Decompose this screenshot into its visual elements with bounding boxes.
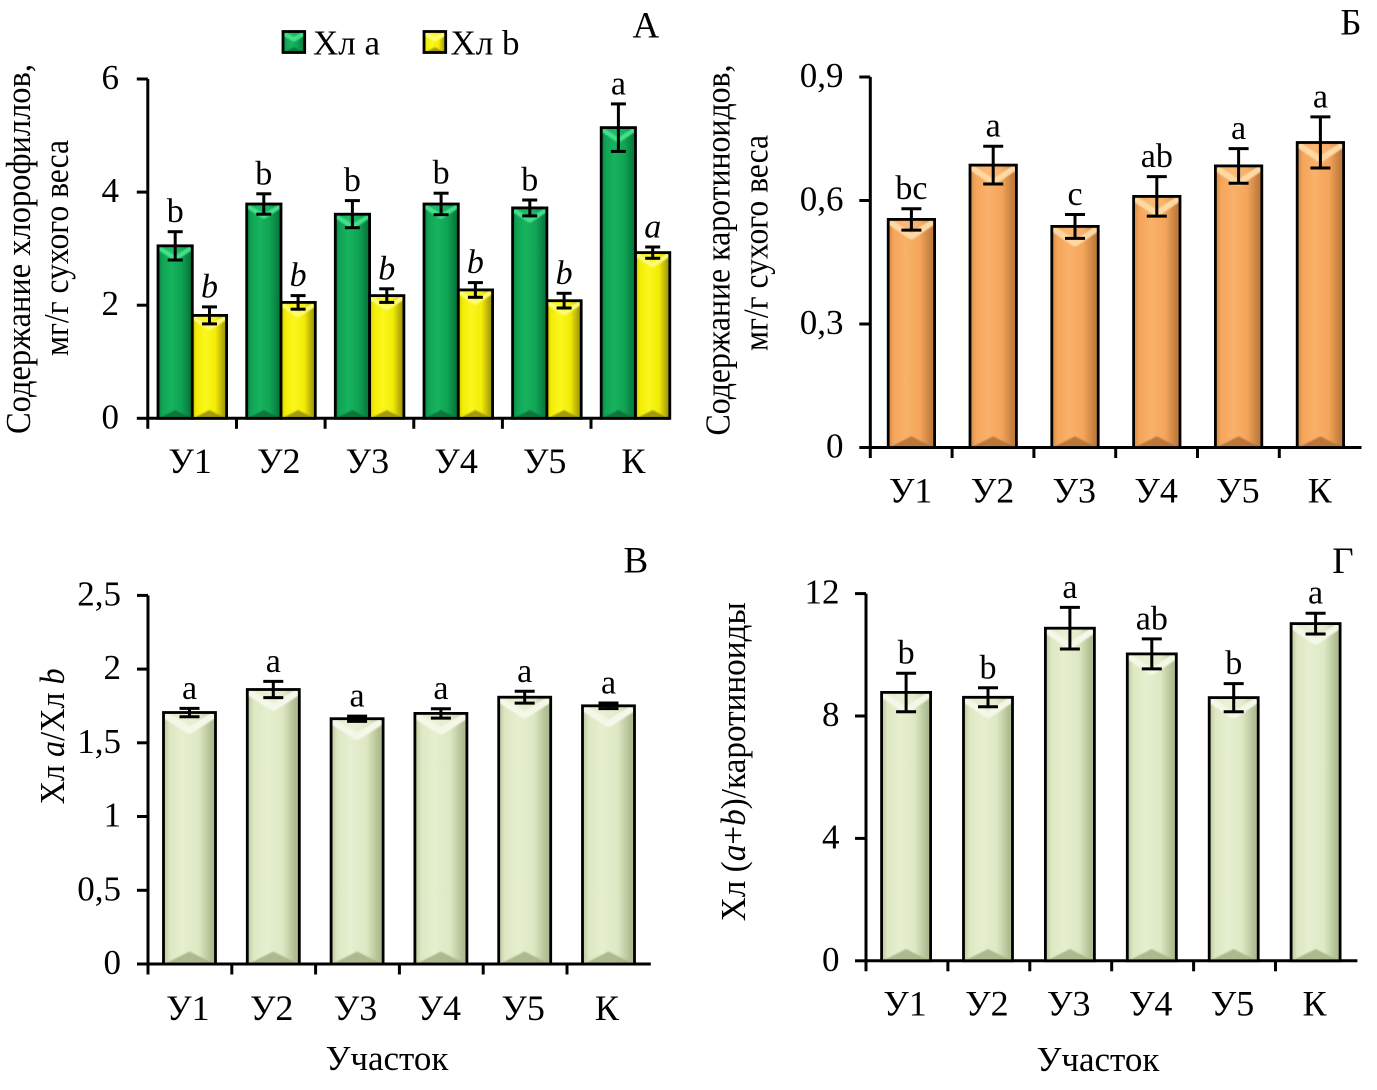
svg-text:У4: У4	[1129, 984, 1173, 1024]
svg-text:a: a	[1231, 110, 1246, 147]
svg-text:В: В	[624, 541, 649, 582]
svg-text:У4: У4	[418, 988, 462, 1028]
svg-text:У2: У2	[965, 984, 1009, 1024]
svg-text:Участок: Участок	[326, 1039, 450, 1078]
svg-text:b: b	[201, 268, 218, 305]
svg-text:Хл (a+b)/каротиноиды: Хл (a+b)/каротиноиды	[714, 602, 753, 921]
svg-text:12: 12	[805, 573, 840, 612]
svg-text:Содержание хлорофиллов,: Содержание хлорофиллов,	[0, 64, 38, 434]
svg-text:4: 4	[822, 817, 840, 856]
svg-text:0,6: 0,6	[800, 180, 844, 219]
svg-text:b: b	[980, 649, 997, 686]
svg-text:К: К	[621, 441, 646, 481]
svg-text:c: c	[1067, 176, 1082, 213]
svg-text:a: a	[433, 670, 448, 707]
svg-text:8: 8	[822, 695, 840, 734]
svg-text:Содержание каротиноидов,: Содержание каротиноидов,	[699, 65, 738, 436]
svg-text:У5: У5	[523, 441, 567, 481]
svg-text:К: К	[1308, 471, 1333, 511]
svg-text:У3: У3	[334, 988, 378, 1028]
svg-text:У2: У2	[257, 441, 301, 481]
svg-text:0: 0	[104, 943, 122, 982]
svg-text:У1: У1	[166, 988, 210, 1028]
svg-text:a: a	[611, 65, 626, 102]
svg-text:a: a	[517, 653, 532, 690]
svg-text:a: a	[1062, 569, 1077, 606]
svg-text:У5: У5	[1216, 471, 1260, 511]
svg-text:4: 4	[102, 171, 120, 210]
svg-text:b: b	[467, 244, 484, 281]
svg-text:bc: bc	[895, 170, 927, 207]
svg-text:Г: Г	[1332, 541, 1353, 582]
svg-text:У4: У4	[1134, 471, 1178, 511]
svg-text:А: А	[633, 6, 660, 47]
svg-text:a: a	[266, 643, 281, 680]
svg-text:2,5: 2,5	[77, 574, 121, 613]
svg-text:ab: ab	[1141, 138, 1173, 175]
svg-text:1,5: 1,5	[77, 722, 121, 761]
svg-text:0: 0	[822, 940, 840, 979]
svg-text:b: b	[167, 193, 184, 230]
svg-text:b: b	[898, 635, 915, 672]
svg-text:a: a	[1308, 575, 1323, 612]
svg-text:a: a	[601, 665, 616, 702]
svg-text:Участок: Участок	[1037, 1040, 1161, 1079]
svg-text:К: К	[595, 988, 620, 1028]
svg-text:0,9: 0,9	[800, 56, 844, 95]
svg-text:У4: У4	[434, 441, 478, 481]
svg-text:ab: ab	[1136, 600, 1168, 637]
svg-text:b: b	[255, 155, 272, 192]
svg-text:a: a	[986, 108, 1001, 145]
svg-text:У5: У5	[501, 988, 545, 1028]
svg-text:b: b	[433, 155, 450, 192]
svg-text:мг/г сухого веса: мг/г сухого веса	[37, 140, 76, 356]
svg-text:Хл b: Хл b	[451, 24, 520, 63]
svg-text:b: b	[290, 257, 307, 294]
svg-text:У3: У3	[346, 441, 390, 481]
svg-text:b: b	[556, 255, 573, 292]
svg-text:b: b	[1225, 645, 1242, 682]
svg-text:6: 6	[102, 58, 120, 97]
svg-text:У2: У2	[250, 988, 294, 1028]
svg-text:У2: У2	[971, 471, 1015, 511]
svg-text:К: К	[1302, 984, 1327, 1024]
svg-text:Б: Б	[1340, 3, 1361, 44]
svg-text:У3: У3	[1047, 984, 1091, 1024]
svg-text:a: a	[1313, 78, 1328, 115]
svg-text:2: 2	[102, 284, 120, 323]
svg-text:1: 1	[104, 796, 122, 835]
svg-text:Хл a: Хл a	[313, 24, 380, 63]
svg-text:0,3: 0,3	[800, 303, 844, 342]
svg-text:У3: У3	[1053, 471, 1097, 511]
svg-text:a: a	[182, 670, 197, 707]
svg-text:b: b	[344, 162, 361, 199]
svg-text:У1: У1	[889, 471, 933, 511]
svg-text:Хл a/Хл b: Хл a/Хл b	[33, 668, 72, 804]
svg-text:0: 0	[826, 427, 844, 466]
svg-text:У1: У1	[168, 441, 212, 481]
svg-text:b: b	[521, 162, 538, 199]
svg-text:0,5: 0,5	[77, 869, 121, 908]
svg-text:b: b	[378, 250, 395, 287]
svg-text:У5: У5	[1211, 984, 1255, 1024]
svg-text:a: a	[350, 678, 365, 715]
svg-text:У1: У1	[883, 984, 927, 1024]
svg-text:2: 2	[104, 648, 122, 687]
svg-text:0: 0	[102, 397, 120, 436]
svg-text:мг/г сухого веса: мг/г сухого веса	[737, 135, 776, 351]
svg-text:a: a	[644, 209, 661, 246]
